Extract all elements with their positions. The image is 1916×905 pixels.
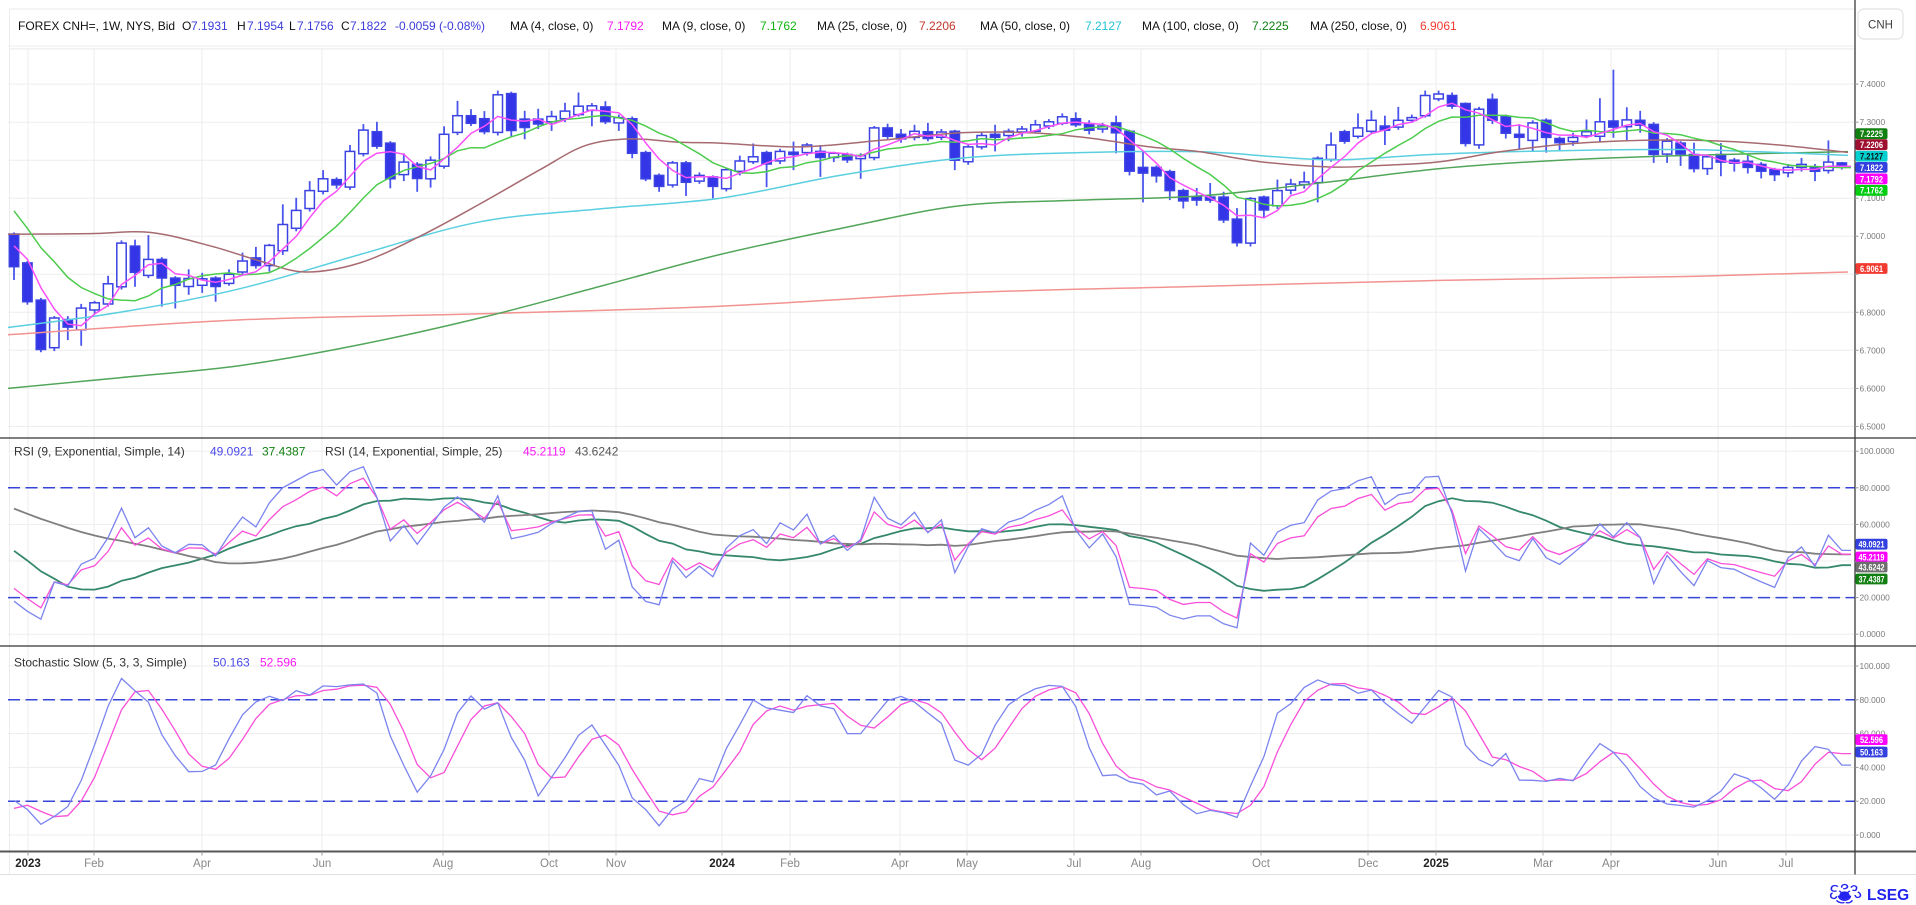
svg-text:6.9061: 6.9061 xyxy=(1420,19,1457,33)
svg-text:7.2127: 7.2127 xyxy=(1860,152,1883,163)
svg-text:60.0000: 60.0000 xyxy=(1860,519,1891,529)
svg-text:7.1762: 7.1762 xyxy=(1860,186,1883,197)
svg-text:0.000: 0.000 xyxy=(1860,830,1881,840)
svg-text:2023: 2023 xyxy=(15,858,41,870)
svg-text:RSI (14, Exponential, Simple,: RSI (14, Exponential, Simple, 25) xyxy=(325,445,502,459)
svg-text:0.0000: 0.0000 xyxy=(1860,629,1886,639)
svg-text:20.000: 20.000 xyxy=(1860,796,1886,806)
svg-text:LSEG: LSEG xyxy=(1867,887,1909,904)
svg-text:Mar: Mar xyxy=(1533,858,1553,870)
svg-text:Oct: Oct xyxy=(1252,858,1271,870)
svg-text:20.0000: 20.0000 xyxy=(1860,593,1891,603)
svg-text:C: C xyxy=(341,19,350,33)
svg-text:7.2206: 7.2206 xyxy=(919,19,956,33)
svg-text:7.1931: 7.1931 xyxy=(191,19,228,33)
svg-text:80.000: 80.000 xyxy=(1860,695,1886,705)
svg-text:100.000: 100.000 xyxy=(1860,661,1891,671)
svg-text:6.7000: 6.7000 xyxy=(1860,345,1886,355)
svg-text:-0.0059 (-0.08%): -0.0059 (-0.08%) xyxy=(395,19,485,33)
svg-text:45.2119: 45.2119 xyxy=(1859,552,1885,563)
svg-text:Apr: Apr xyxy=(193,858,211,870)
svg-text:52.596: 52.596 xyxy=(260,656,297,670)
svg-text:Aug: Aug xyxy=(1131,858,1151,870)
svg-text:Nov: Nov xyxy=(606,858,627,870)
svg-text:L: L xyxy=(289,19,296,33)
svg-text:52.596: 52.596 xyxy=(1860,735,1883,746)
svg-text:MA (25, close, 0): MA (25, close, 0) xyxy=(817,19,907,33)
svg-text:60.000: 60.000 xyxy=(1860,729,1886,739)
svg-text:6.5000: 6.5000 xyxy=(1860,421,1886,431)
svg-text:Stochastic Slow (5, 3, 3, Simp: Stochastic Slow (5, 3, 3, Simple) xyxy=(14,656,187,670)
svg-text:6.6000: 6.6000 xyxy=(1860,383,1886,393)
svg-text:40.000: 40.000 xyxy=(1860,762,1886,772)
svg-text:7.2127: 7.2127 xyxy=(1085,19,1122,33)
svg-text:7.1792: 7.1792 xyxy=(1860,174,1883,185)
svg-text:7.1756: 7.1756 xyxy=(297,19,334,33)
svg-text:MA (100, close, 0): MA (100, close, 0) xyxy=(1142,19,1239,33)
svg-text:7.1954: 7.1954 xyxy=(247,19,284,33)
svg-text:H: H xyxy=(237,19,246,33)
svg-text:37.4387: 37.4387 xyxy=(1859,574,1885,585)
svg-text:7.2206: 7.2206 xyxy=(1860,140,1883,151)
svg-text:FOREX CNH=, 1W, NYS, Bid: FOREX CNH=, 1W, NYS, Bid xyxy=(18,19,175,33)
svg-text:7.1000: 7.1000 xyxy=(1860,193,1886,203)
svg-text:Jul: Jul xyxy=(1779,858,1794,870)
svg-text:Aug: Aug xyxy=(433,858,453,870)
svg-text:Dec: Dec xyxy=(1358,858,1379,870)
svg-text:MA (50, close, 0): MA (50, close, 0) xyxy=(980,19,1070,33)
svg-text:7.4000: 7.4000 xyxy=(1860,79,1886,89)
svg-text:50.163: 50.163 xyxy=(1860,747,1883,758)
svg-text:MA (250, close, 0): MA (250, close, 0) xyxy=(1310,19,1407,33)
svg-text:7.3000: 7.3000 xyxy=(1860,117,1886,127)
svg-text:Apr: Apr xyxy=(891,858,909,870)
svg-text:7.2225: 7.2225 xyxy=(1252,19,1289,33)
svg-text:MA (4, close, 0): MA (4, close, 0) xyxy=(510,19,593,33)
svg-text:43.6242: 43.6242 xyxy=(575,445,619,459)
svg-text:O: O xyxy=(182,19,191,33)
svg-text:100.0000: 100.0000 xyxy=(1860,446,1895,456)
svg-text:49.0921: 49.0921 xyxy=(210,445,254,459)
svg-text:37.4387: 37.4387 xyxy=(262,445,306,459)
svg-text:Feb: Feb xyxy=(780,858,800,870)
svg-text:Apr: Apr xyxy=(1602,858,1620,870)
svg-text:43.6242: 43.6242 xyxy=(1859,562,1885,573)
svg-text:May: May xyxy=(956,858,978,870)
svg-text:MA (9, close, 0): MA (9, close, 0) xyxy=(662,19,745,33)
svg-text:80.0000: 80.0000 xyxy=(1860,483,1891,493)
svg-text:RSI (9, Exponential, Simple, 1: RSI (9, Exponential, Simple, 14) xyxy=(14,445,185,459)
svg-text:2024: 2024 xyxy=(709,858,735,870)
svg-text:6.9061: 6.9061 xyxy=(1860,264,1884,275)
svg-text:50.163: 50.163 xyxy=(213,656,250,670)
svg-text:7.2225: 7.2225 xyxy=(1860,129,1884,140)
svg-text:7.0000: 7.0000 xyxy=(1860,231,1886,241)
svg-text:49.0921: 49.0921 xyxy=(1859,540,1886,551)
svg-text:Oct: Oct xyxy=(540,858,559,870)
svg-text:Jun: Jun xyxy=(1709,858,1728,870)
svg-text:Feb: Feb xyxy=(84,858,104,870)
svg-text:7.1792: 7.1792 xyxy=(607,19,644,33)
svg-text:CNH: CNH xyxy=(1868,20,1893,32)
svg-text:6.8000: 6.8000 xyxy=(1860,307,1886,317)
svg-text:7.1822: 7.1822 xyxy=(350,19,387,33)
svg-text:Jul: Jul xyxy=(1067,858,1082,870)
svg-text:2025: 2025 xyxy=(1423,858,1449,870)
svg-text:7.1822: 7.1822 xyxy=(1860,163,1883,174)
svg-text:Jun: Jun xyxy=(313,858,332,870)
svg-text:45.2119: 45.2119 xyxy=(523,445,566,459)
svg-text:7.1762: 7.1762 xyxy=(760,19,797,33)
